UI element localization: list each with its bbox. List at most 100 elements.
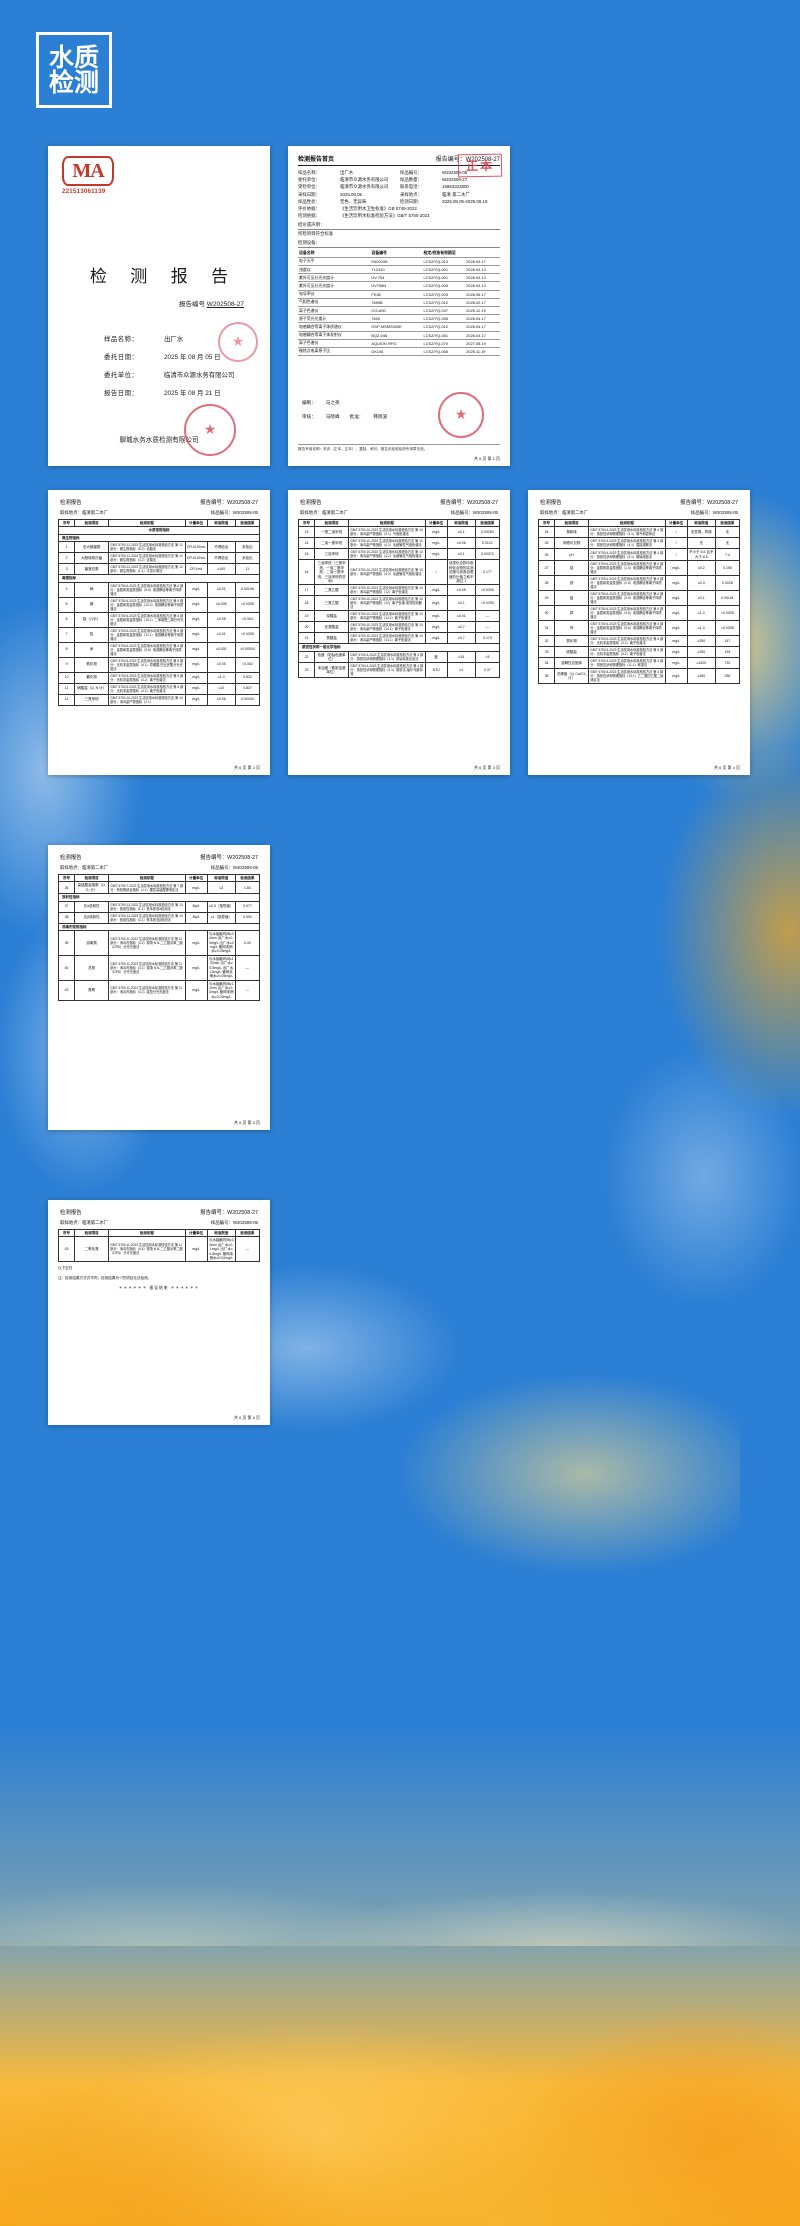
results-column-header: 计量单位: [184, 518, 208, 528]
cell-unit: mg/L: [664, 635, 688, 648]
equipment-label: 检测设备：: [298, 240, 500, 249]
results-table-row: 10 氟化物 GB/T 5750.5-2023 生活饮用水标准检验方法 第 5 部分…: [57, 671, 261, 684]
cell-basis: GB/T 5750.4-2023 生活饮用水标准检验方法 第 4 部分：感官性状…: [588, 526, 666, 539]
cell-result: 0.00234: [234, 693, 261, 706]
results-section-label: 放射性指标: [58, 893, 260, 902]
results-table-row: 39 游离氯 GB/T 5750.11-2023 生活饮用水标准检验方法 第 11 …: [57, 929, 261, 956]
results-column-header: 计量单位: [184, 873, 208, 883]
cover-issuing-company: 聊城水务水质检测有限公司: [119, 437, 199, 444]
cell-limit: ≤0.05: [206, 656, 236, 673]
cell-result: 无: [714, 537, 741, 550]
info-value: 无色、无异味: [340, 198, 367, 204]
page-number: 共 6 页 第 6 页: [233, 1415, 260, 1420]
info-key: 采样地点：: [400, 191, 422, 197]
cell-item: 锰: [554, 590, 590, 607]
results-table-row: 37 总α放射性 GB/T 5750.13-2023 生活饮用水标准检验方法 第 1…: [57, 900, 261, 913]
cell-result: 0.00196: [234, 581, 261, 598]
cell-unit: 度: [424, 650, 448, 664]
cell-basis: GB/T 5750.12-2023 生活饮用水标准检验方法 第 12 部分：微生…: [108, 541, 186, 554]
cell-basis: GB/T 5750.11-2023 生活饮用水标准检验方法 第 11 部分：消毒…: [108, 929, 186, 956]
cell-item: 亚氯酸盐: [314, 621, 350, 634]
cell-index: 40: [57, 954, 76, 981]
cover-field-value: 临清市众源水务有限公司: [164, 372, 235, 379]
cell-limit: ≤1（指导值）: [206, 911, 236, 924]
cell-item: 二氧化氯: [74, 1236, 110, 1263]
cell-item: 三氯乙酸: [314, 595, 350, 612]
company-seal-secondary: ★: [218, 322, 258, 362]
cell-basis: GB/T 5750.6-2023 生活饮用水标准检验方法 第 6 部分：金属和类…: [588, 605, 666, 622]
equipment-cell: LCSZ/YQ-005: [422, 281, 466, 291]
report-seal: ★: [438, 392, 484, 438]
cell-item: 氰化物: [74, 656, 110, 673]
signature-row: 审核： 马晓峰 批准： 韩晓波: [302, 414, 496, 420]
results-table-row: 28 铁 GB/T 5750.6-2023 生活饮用水标准检验方法 第 6 部分：金…: [537, 575, 741, 592]
results-table-row: 13 一氯二溴甲烷 GB/T 5750.10-2023 生活饮用水标准检验方法 第 …: [297, 526, 501, 539]
cell-basis: GB/T 5750.10-2023 生活饮用水标准检验方法 第 10 部分：消毒…: [348, 537, 426, 550]
cell-basis: GB/T 5750.4-2023 生活饮用水标准检验方法 第 4 部分：感官性状…: [348, 662, 426, 679]
equipment-cell: 7600: [370, 314, 423, 324]
seal-star-icon: ★: [203, 421, 217, 438]
cover-field-value: 2025 年 08 月 21 日: [164, 390, 221, 397]
cell-basis: GB/T 5750.6-2023 生活饮用水标准检验方法 第 6 部分：金属和类…: [108, 641, 186, 658]
equipment-row: 电感耦合等离子体发射仪 BQZ-046 LCSZ/YQ-061 2026.04.17: [298, 331, 500, 340]
cell-basis: GB/T 5750.5-2023 生活饮用水标准检验方法 第 5 部分：无机非金…: [588, 635, 666, 648]
cell-item: 总大肠菌群: [74, 541, 110, 554]
results-section-row: 感官性状和一般化学指标: [298, 643, 500, 652]
cell-result: <0.004: [234, 611, 261, 628]
results-table-header-row: 序号 检测项目 检测依据 计量单位 标准限值 检测结果: [57, 1228, 261, 1238]
results-table-row: 29 锰 GB/T 5750.6-2023 生活饮用水标准检验方法 第 6 部分：金…: [537, 590, 741, 607]
cell-index: 26: [537, 548, 556, 562]
page-header-title: 检测报告: [300, 500, 322, 506]
results-table-row: 19 溴酸盐 GB/T 5750.10-2023 生活饮用水标准检验方法 第 10 …: [297, 610, 501, 623]
sampling-site: 取样地点：临清第二水厂: [60, 510, 109, 515]
equipment-cell: 离子色谱仪: [298, 306, 371, 316]
cell-result: 0.092: [234, 911, 261, 924]
cell-index: 2: [57, 552, 76, 565]
page-header-title: 检测报告: [60, 500, 82, 506]
cell-index: 43: [57, 1236, 76, 1263]
results-table-row: 33 硫酸盐 GB/T 5750.5-2023 生活饮用水标准检验方法 第 5 部分…: [537, 646, 741, 659]
cell-index: 23: [297, 662, 316, 679]
cell-index: 14: [297, 537, 316, 550]
cell-index: 18: [297, 595, 316, 612]
results-table-header-row: 序号 检测项目 检测依据 计量单位 标准限值 检测结果: [297, 518, 501, 528]
cell-unit: Bq/L: [184, 911, 208, 924]
results-table-row: 17 二氯乙酸 GB/T 5750.10-2023 生活饮用水标准检验方法 第 10…: [297, 584, 501, 597]
cell-index: 1: [57, 541, 76, 554]
results-table-row: 15 三溴甲烷 GB/T 5750.10-2023 生活饮用水标准检验方法 第 10…: [297, 548, 501, 561]
info-key: 检测日期：: [400, 198, 422, 204]
cell-limit: ≤0.3: [686, 575, 716, 592]
table-footnote: 注：检测结果方式式不同，检测结果为“/”的项目无法检测。: [58, 1275, 152, 1280]
cell-index: 36: [57, 881, 76, 895]
cell-result: <0.0005: [714, 620, 741, 637]
page-number: 共 6 页 第 2 页: [233, 765, 260, 770]
cell-unit: mg/L: [424, 610, 448, 623]
cell-basis: GB/T 5750.13-2023 生活饮用水标准检验方法 第 13 部分：放射…: [108, 900, 186, 913]
equipment-col-id: 设备编号: [370, 249, 423, 258]
cell-basis: GB/T 5750.10-2023 生活饮用水标准检验方法 第 10 部分：消毒…: [348, 610, 426, 623]
cell-index: 12: [57, 693, 76, 706]
page-header: 检测报告 报告编号：W202508-27: [58, 498, 260, 508]
cell-limit: ≤3: [206, 881, 236, 895]
cell-item: 溴酸盐: [314, 610, 350, 623]
equipment-cell: 电感耦合等离子体发射仪: [298, 331, 371, 340]
equipment-cell: 2026.04.13: [465, 281, 500, 291]
results-table-row: 9 氰化物 GB/T 5750.5-2023 生活饮用水标准检验方法 第 5 部分：…: [57, 656, 261, 673]
cell-basis: GB/T 5750.4-2023 生活饮用水标准检验方法 第 4 部分：感官性状…: [588, 668, 666, 685]
results-section-row: 放射性指标: [58, 893, 260, 902]
cell-item: 大肠埃希氏菌: [74, 552, 110, 565]
cell-item: pH: [554, 548, 590, 562]
cell-limit: ≤0.05: [446, 584, 476, 597]
results-column-header: 检测依据: [108, 873, 186, 883]
sample-number: 样品编号：W202508-05: [690, 510, 738, 515]
equipment-cell: LCSZ/YQ-047: [422, 306, 466, 316]
cell-result: 无: [714, 526, 741, 539]
cell-index: 22: [297, 650, 316, 664]
cell-result: —: [234, 1236, 261, 1263]
cell-result: 未检出: [234, 541, 261, 554]
results-table-row: 23 浑浊度（散射浊度单位） GB/T 5750.4-2023 生活饮用水标准检验方…: [297, 662, 501, 679]
info-key: 样品编号：: [400, 170, 422, 175]
cell-index: 13: [297, 526, 316, 539]
info-key: 检测依据：: [298, 213, 320, 219]
cell-index: 33: [537, 646, 556, 659]
